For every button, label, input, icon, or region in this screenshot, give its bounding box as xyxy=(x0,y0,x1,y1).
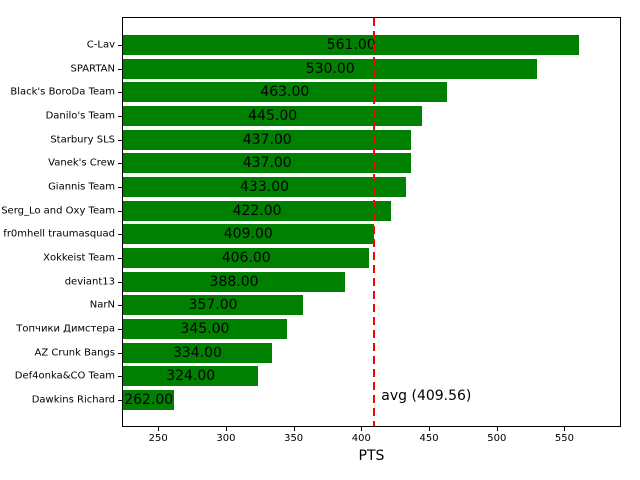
x-axis-title: PTS xyxy=(358,448,385,464)
y-axis-tick-mark xyxy=(118,116,122,117)
avg-line-label: avg (409.56) xyxy=(381,388,472,404)
x-axis-tick-label: 250 xyxy=(148,433,168,444)
x-axis-tick-label: 300 xyxy=(216,433,236,444)
y-axis-label: Giannis Team xyxy=(48,181,115,193)
bar: 334.00 xyxy=(123,342,272,363)
bar-value-label: 463.00 xyxy=(260,84,310,101)
y-axis-label: Starbury SLS xyxy=(50,134,115,146)
bar-value-label: 561.00 xyxy=(326,37,376,53)
y-axis-label: Danilo's Team xyxy=(45,110,115,122)
y-axis-label: Vanek's Crew xyxy=(48,157,115,169)
bar-value-label: 324.00 xyxy=(166,368,216,385)
y-axis-tick-mark xyxy=(118,92,122,94)
bar-value-label: 262.00 xyxy=(124,392,174,408)
y-axis-tick-mark xyxy=(118,234,122,236)
y-axis-tick-mark xyxy=(118,163,122,165)
avg-line xyxy=(373,18,376,426)
bar: 463.00 xyxy=(123,82,447,103)
y-axis-label: Def4onka&CO Team xyxy=(14,370,115,382)
bar-value-label: 357.00 xyxy=(188,297,238,314)
y-axis-label: SPARTAN xyxy=(70,63,115,75)
bar: 388.00 xyxy=(123,271,346,292)
y-axis-label: deviant13 xyxy=(64,276,115,288)
bar-value-label: 433.00 xyxy=(240,179,290,195)
bar: 422.00 xyxy=(123,200,392,221)
bar-value-label: 422.00 xyxy=(232,202,282,219)
bar: 262.00 xyxy=(123,390,175,410)
y-axis-tick-mark xyxy=(118,210,122,212)
bar: 357.00 xyxy=(123,295,304,316)
bar: 409.00 xyxy=(123,224,374,245)
x-axis-tick-label: 550 xyxy=(554,433,575,444)
bar-value-label: 445.00 xyxy=(248,108,298,124)
bar-value-label: 530.00 xyxy=(305,60,355,77)
bar: 445.00 xyxy=(123,106,423,126)
y-axis-label: Serg_Lo and Oxy Team xyxy=(1,205,115,217)
y-axis-tick-mark xyxy=(118,305,122,307)
x-axis-tick-label: 350 xyxy=(284,433,304,444)
y-axis-label: AZ Crunk Bangs xyxy=(34,347,116,359)
x-axis-tick-mark xyxy=(429,427,431,431)
bar-value-label: 409.00 xyxy=(223,226,273,243)
y-axis-tick-mark xyxy=(118,376,122,378)
y-axis-tick-mark xyxy=(118,281,122,283)
x-axis-tick-mark xyxy=(158,427,160,431)
y-axis-tick-mark xyxy=(118,68,122,70)
y-axis-label: Black's BoroDa Team xyxy=(10,86,115,98)
x-axis-tick-mark xyxy=(225,427,227,431)
bar-value-label: 437.00 xyxy=(242,131,292,148)
bar: 406.00 xyxy=(123,248,370,268)
y-axis-label: Dawkins Richard xyxy=(31,394,115,406)
bar: 324.00 xyxy=(123,366,259,387)
bar-value-label: 388.00 xyxy=(209,273,259,290)
y-axis-tick-mark xyxy=(118,352,122,354)
bar: 433.00 xyxy=(123,177,407,197)
bar-value-label: 345.00 xyxy=(180,321,230,337)
bar: 437.00 xyxy=(123,153,412,174)
x-axis-tick-mark xyxy=(361,427,363,431)
y-axis-label: C-Lav xyxy=(86,39,115,51)
bar: 345.00 xyxy=(123,319,287,339)
bar: 561.00 xyxy=(123,35,580,55)
y-axis-tick-mark xyxy=(118,329,122,330)
bar: 530.00 xyxy=(123,58,538,79)
y-axis-label: fr0mhell traumasquad xyxy=(3,228,115,240)
y-axis-tick-mark xyxy=(118,45,122,46)
bar-value-label: 406.00 xyxy=(221,250,271,266)
y-axis-label: Топчики Димстера xyxy=(16,323,115,335)
x-axis-tick-label: 500 xyxy=(487,433,507,444)
y-axis-label: Xokkeist Team xyxy=(43,252,115,264)
y-axis-tick-mark xyxy=(118,139,122,141)
x-axis-tick-label: 400 xyxy=(351,433,371,444)
y-axis-tick-mark xyxy=(118,400,122,401)
x-axis-tick-mark xyxy=(496,427,498,431)
y-axis-tick-mark xyxy=(118,187,122,188)
y-axis-label: NarN xyxy=(89,299,115,311)
bar: 437.00 xyxy=(123,129,412,150)
x-axis-tick-label: 450 xyxy=(419,433,439,444)
bar-value-label: 334.00 xyxy=(172,344,222,361)
plot-area: 561.00 530.00 463.00 445.00 437.00 437.00 433.… xyxy=(122,17,621,427)
y-axis-tick-mark xyxy=(118,258,122,259)
bar-value-label: 437.00 xyxy=(242,155,292,172)
x-axis-tick-mark xyxy=(564,427,566,431)
x-axis-tick-mark xyxy=(293,427,295,431)
